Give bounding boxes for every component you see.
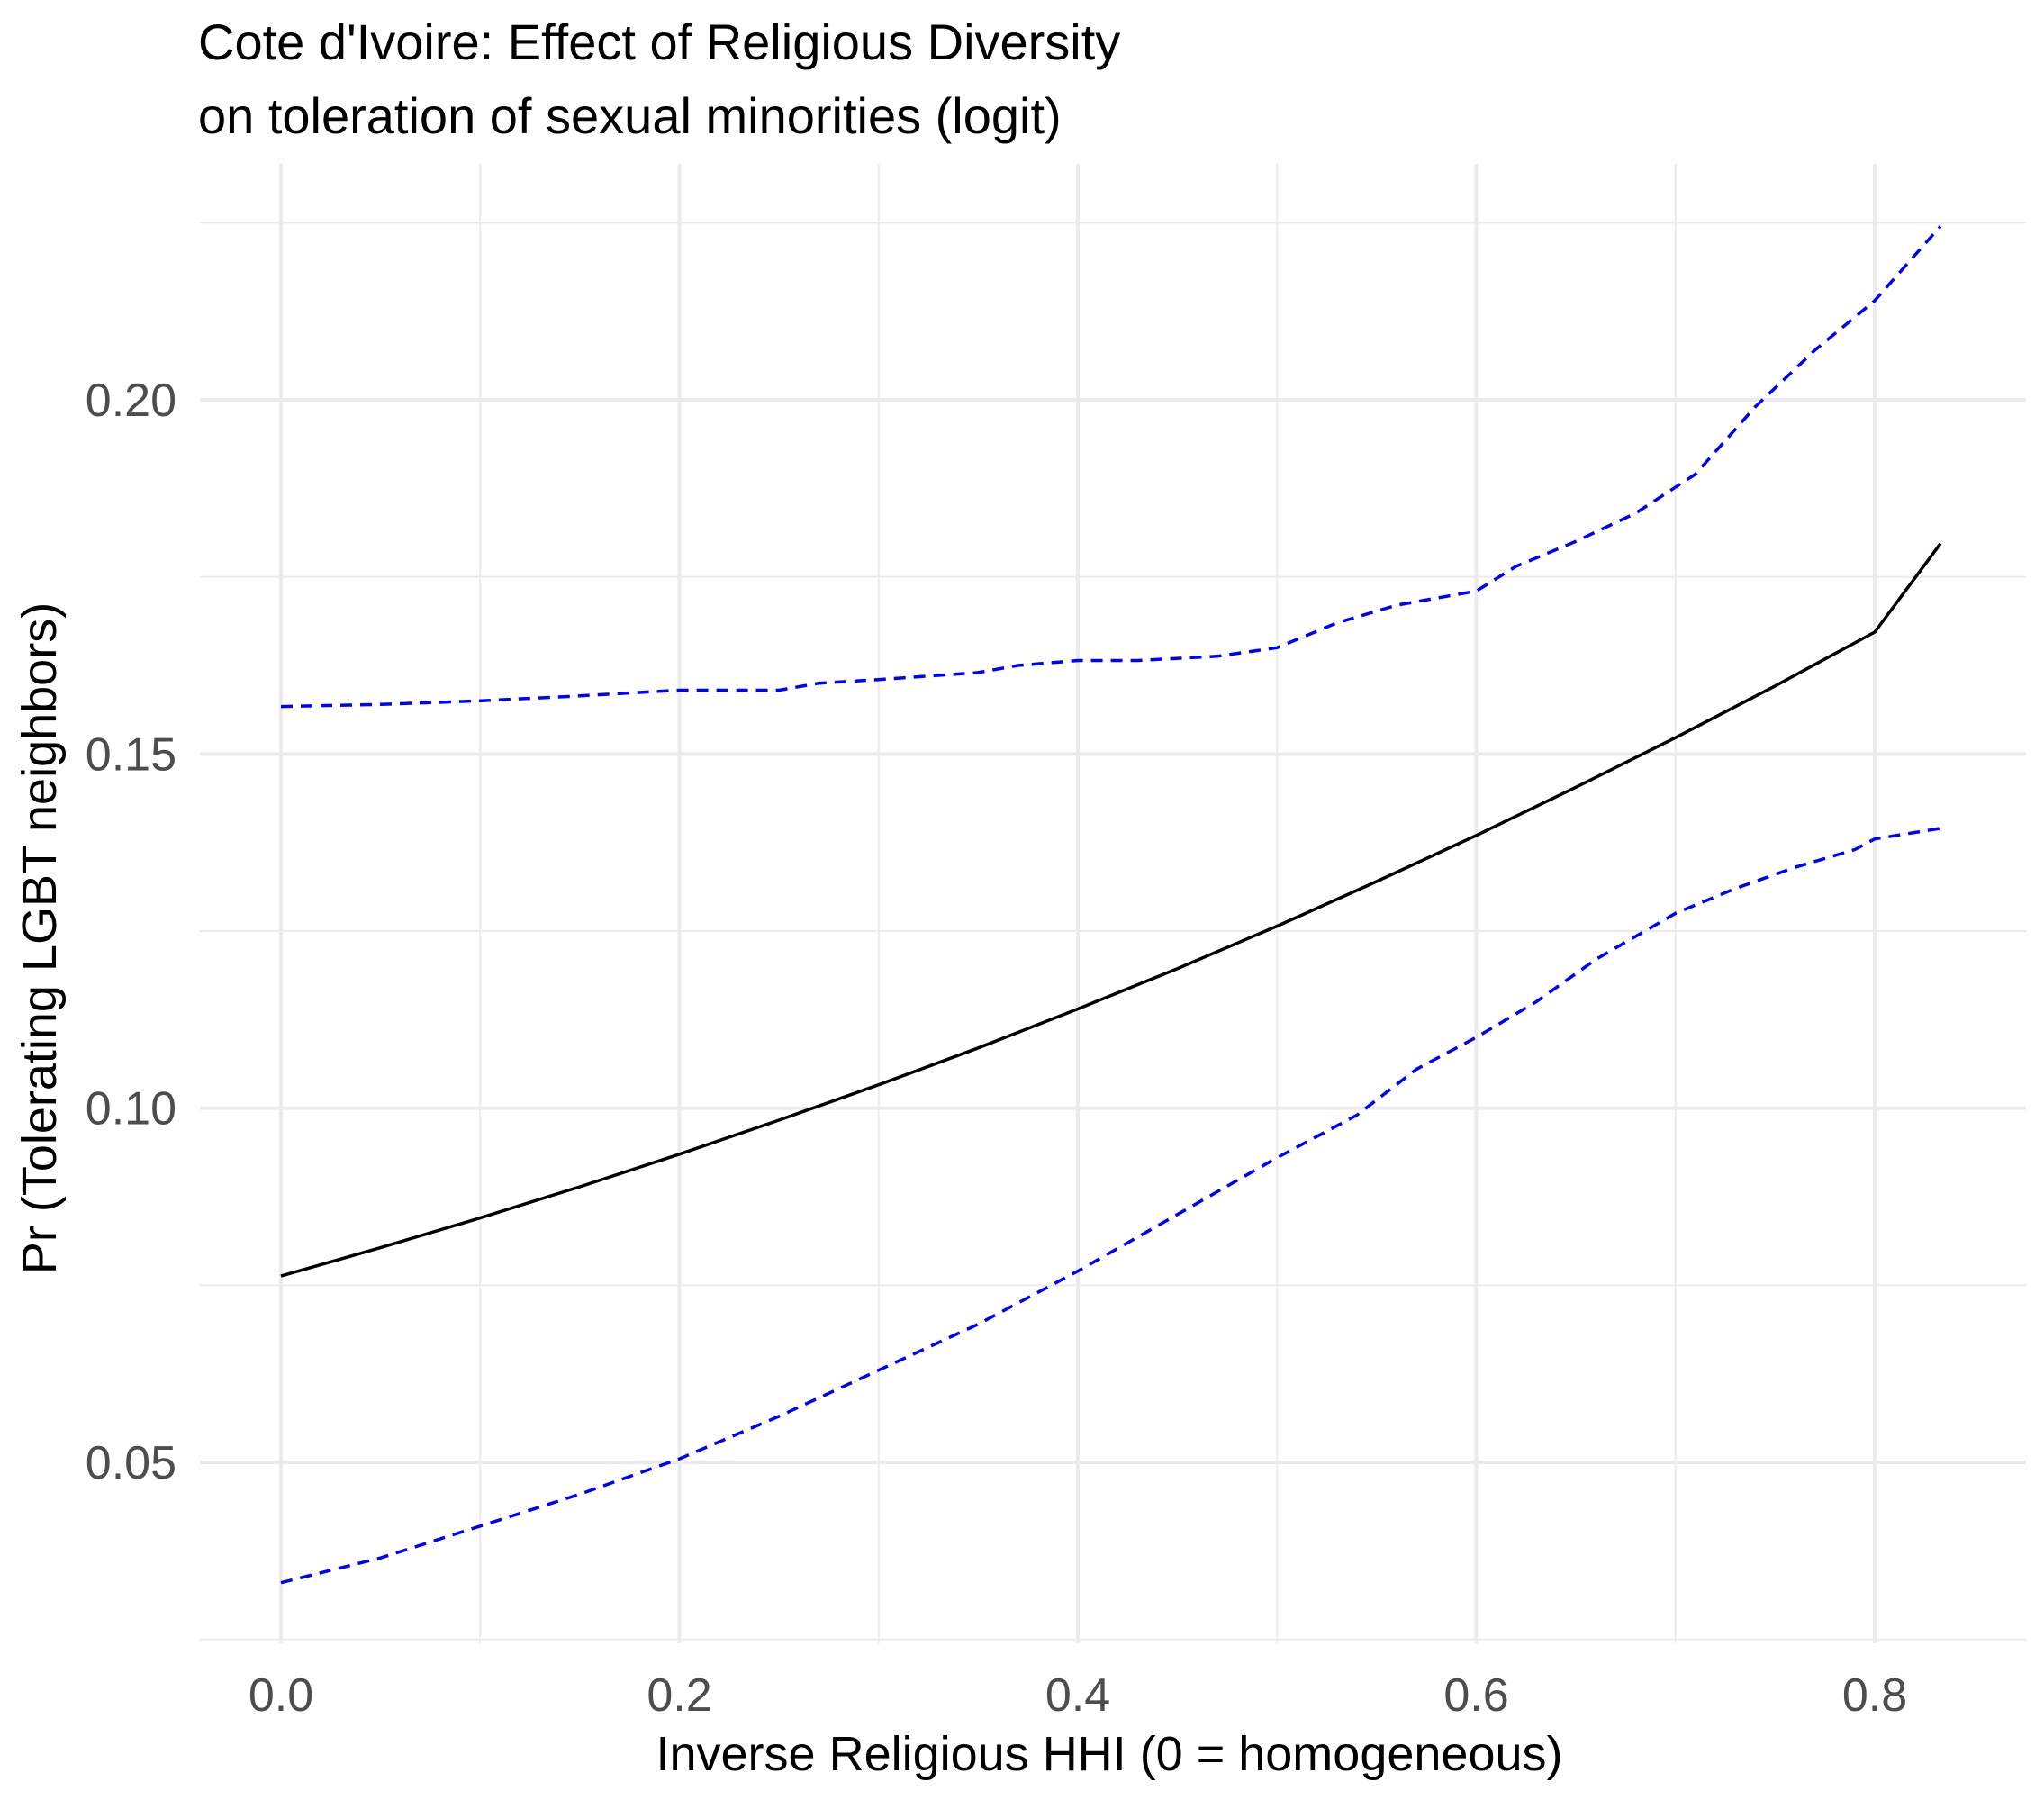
y-tick-label: 0.10 (86, 1083, 176, 1135)
estimate-line (280, 542, 1942, 1278)
x-tick-label: 0.2 (647, 1669, 711, 1722)
minor-gridlines (200, 164, 2026, 1643)
x-tick-label: 0.0 (249, 1669, 313, 1722)
x-axis-label: Inverse Religious HHI (0 = homogeneous) (656, 1727, 1562, 1781)
x-tick-label: 0.6 (1443, 1669, 1508, 1722)
x-tick-label: 0.4 (1045, 1669, 1110, 1722)
lower-bound-line (280, 827, 1941, 1585)
chart-subtitle: on toleration of sexual minorities (logi… (198, 87, 1062, 144)
y-tick-label: 0.05 (86, 1437, 176, 1489)
major-gridlines (200, 164, 2026, 1643)
upper-bound-line (280, 225, 1942, 709)
y-tick-label: 0.20 (86, 375, 176, 427)
x-tick-label: 0.8 (1842, 1669, 1907, 1722)
y-axis-label: Pr (Tolerating LGBT neighbors) (13, 602, 67, 1274)
x-axis-ticks: 0.0 0.2 0.4 0.6 0.8 (249, 1669, 1907, 1722)
y-tick-label: 0.15 (86, 728, 176, 781)
chart-title: Cote d'Ivoire: Effect of Religious Diver… (198, 14, 1121, 70)
y-axis-ticks: 0.05 0.10 0.15 0.20 (86, 375, 176, 1489)
series-layer (280, 225, 1942, 1585)
